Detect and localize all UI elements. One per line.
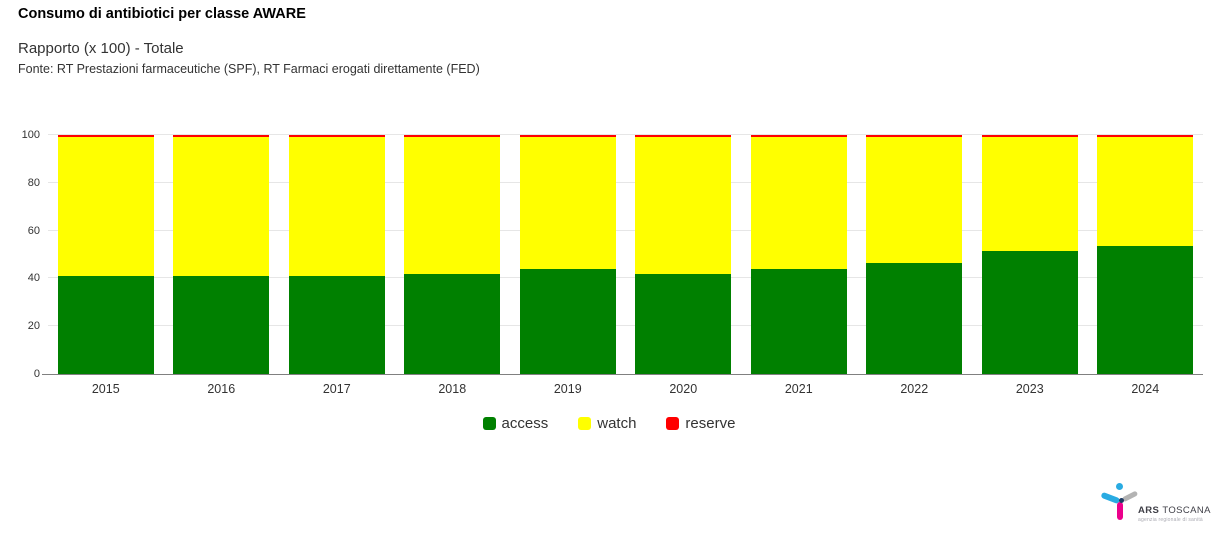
reserve-segment-2020[interactable] — [635, 135, 732, 137]
bar-series-container — [48, 135, 1203, 374]
reserve-segment-2018[interactable] — [404, 135, 501, 137]
access-segment-2024[interactable] — [1097, 246, 1194, 374]
ars-toscana-logo: ARS TOSCANA agenzia regionale di sanità — [1095, 478, 1210, 536]
gridline-100 — [48, 134, 1203, 135]
x-tick-label-2020: 2020 — [669, 382, 698, 396]
gridline-20 — [48, 325, 1203, 327]
watch-segment-2017[interactable] — [288, 136, 385, 277]
bar-group-2018 — [395, 135, 511, 374]
legend-label-access: access — [501, 415, 549, 432]
access-segment-2021[interactable] — [750, 268, 847, 374]
bar-group-2015 — [48, 135, 164, 374]
logo-body-shape — [1117, 502, 1123, 520]
stacked-bar-2016[interactable] — [173, 135, 270, 374]
watch-segment-2023[interactable] — [981, 136, 1078, 251]
x-tick-label-2023: 2023 — [1015, 382, 1044, 396]
watch-segment-2016[interactable] — [173, 136, 270, 277]
x-tick-label-2019: 2019 — [553, 382, 582, 396]
x-tick-label-2015: 2015 — [91, 382, 120, 396]
x-tick-label-2022: 2022 — [900, 382, 929, 396]
plot-area: 0 20 40 60 80 100 — [22, 129, 1203, 380]
watch-segment-2022[interactable] — [866, 136, 963, 263]
watch-segment-2021[interactable] — [750, 136, 847, 269]
reserve-segment-2016[interactable] — [173, 135, 270, 137]
legend-swatch-watch — [578, 417, 592, 430]
stacked-bar-2018[interactable] — [404, 135, 501, 374]
y-tick-label-20: 20 — [27, 320, 40, 333]
gridline-80 — [48, 181, 1203, 183]
legend-item-reserve[interactable]: reserve — [666, 415, 735, 432]
chart-source-note: Fonte: RT Prestazioni farmaceutiche (SPF… — [18, 62, 480, 76]
reserve-segment-2015[interactable] — [57, 135, 154, 137]
bar-group-2017 — [279, 135, 395, 374]
bar-group-2020 — [626, 135, 742, 374]
chart-subtitle: Rapporto (x 100) - Totale — [18, 40, 184, 57]
legend-label-watch: watch — [597, 415, 637, 432]
bar-group-2016 — [164, 135, 280, 374]
logo-joint-shape — [1118, 497, 1124, 503]
logo-head-shape — [1115, 482, 1123, 490]
stacked-bar-2024[interactable] — [1097, 135, 1194, 374]
stacked-bar-2020[interactable] — [635, 135, 732, 374]
access-segment-2020[interactable] — [635, 273, 732, 374]
y-tick-label-100: 100 — [21, 129, 40, 141]
y-axis-labels: 0 20 40 60 80 100 — [0, 129, 40, 380]
access-segment-2019[interactable] — [519, 268, 616, 374]
access-segment-2023[interactable] — [981, 250, 1078, 374]
legend-swatch-access — [482, 417, 496, 430]
logo-brand-text: ARS TOSCANA — [1138, 505, 1211, 516]
legend-item-access[interactable]: access — [482, 415, 549, 432]
y-tick-label-40: 40 — [27, 272, 40, 285]
watch-segment-2015[interactable] — [57, 136, 154, 277]
reserve-segment-2019[interactable] — [519, 135, 616, 137]
stacked-bar-2019[interactable] — [519, 135, 616, 374]
access-segment-2018[interactable] — [404, 273, 501, 374]
watch-segment-2024[interactable] — [1097, 136, 1194, 247]
logo-tagline: agenzia regionale di sanità — [1138, 516, 1203, 523]
y-tick-label-80: 80 — [27, 176, 40, 189]
y-tick-label-0: 0 — [33, 368, 40, 380]
x-axis-line — [42, 374, 1203, 375]
x-tick-label-2024: 2024 — [1131, 382, 1160, 396]
stacked-bar-2022[interactable] — [866, 135, 963, 374]
stacked-bar-2017[interactable] — [288, 135, 385, 374]
legend-swatch-reserve — [666, 417, 680, 430]
reserve-segment-2024[interactable] — [1097, 135, 1194, 137]
bar-group-2024 — [1088, 135, 1204, 374]
access-segment-2015[interactable] — [57, 276, 154, 374]
stacked-bar-2023[interactable] — [981, 135, 1078, 374]
legend-label-reserve: reserve — [685, 415, 736, 432]
x-axis-labels: 2015 2016 2017 2018 2019 2020 2021 2022 2023 2024 — [48, 382, 1203, 396]
watch-segment-2020[interactable] — [635, 136, 732, 274]
bar-group-2023 — [972, 135, 1088, 374]
x-tick-label-2017: 2017 — [322, 382, 351, 396]
watch-segment-2018[interactable] — [404, 136, 501, 274]
reserve-segment-2021[interactable] — [750, 135, 847, 137]
gridline-40 — [48, 277, 1203, 279]
stacked-bar-2021[interactable] — [750, 135, 847, 374]
gridline-60 — [48, 229, 1203, 231]
chart-title: Consumo di antibiotici per classe AWARE — [18, 6, 306, 22]
bar-group-2021 — [741, 135, 857, 374]
reserve-segment-2017[interactable] — [288, 135, 385, 137]
access-segment-2017[interactable] — [288, 276, 385, 374]
watch-segment-2019[interactable] — [519, 136, 616, 269]
bar-group-2019 — [510, 135, 626, 374]
chart-legend: access watch reserve — [0, 415, 1218, 432]
x-tick-label-2021: 2021 — [784, 382, 813, 396]
legend-item-watch[interactable]: watch — [578, 415, 636, 432]
access-segment-2022[interactable] — [866, 262, 963, 374]
reserve-segment-2023[interactable] — [981, 135, 1078, 137]
y-tick-label-60: 60 — [27, 224, 40, 237]
bar-group-2022 — [857, 135, 973, 374]
x-tick-label-2018: 2018 — [438, 382, 467, 396]
logo-left-arm-shape — [1100, 491, 1120, 504]
access-segment-2016[interactable] — [173, 276, 270, 374]
stacked-bar-2015[interactable] — [57, 135, 154, 374]
reserve-segment-2022[interactable] — [866, 135, 963, 137]
x-tick-label-2016: 2016 — [207, 382, 236, 396]
